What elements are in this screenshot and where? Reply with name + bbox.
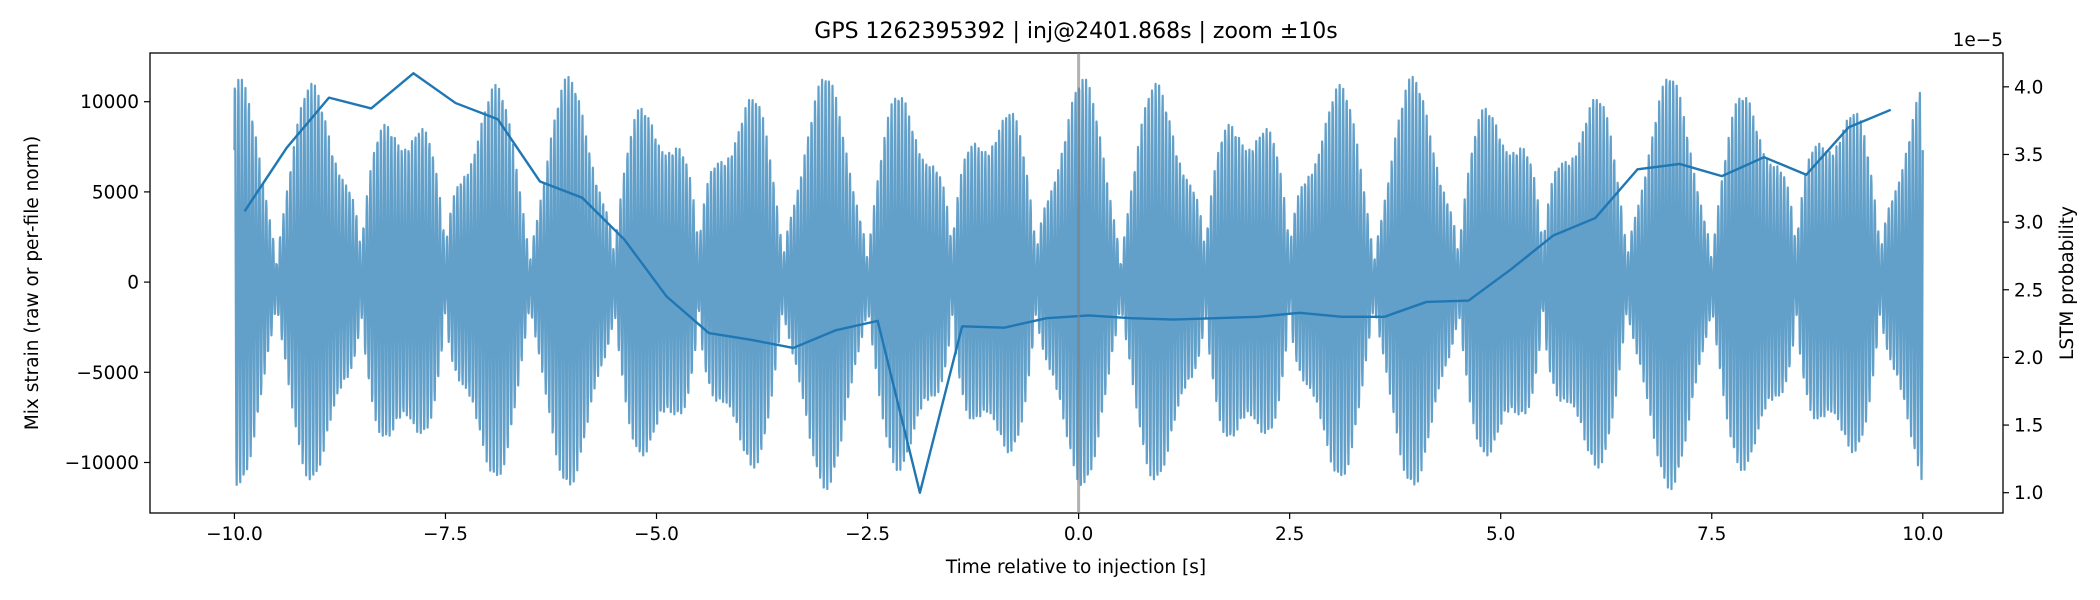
y-right-tick-label: 1.5	[2014, 416, 2043, 437]
plot-area-frame	[149, 52, 2004, 514]
y-left-tick-label: 0	[127, 273, 139, 294]
y-right-tick-label: 1.0	[2014, 483, 2043, 504]
y-right-tick-label: 2.5	[2014, 280, 2043, 301]
y-left-tick-label: 10000	[80, 92, 139, 113]
x-tick-label: −5.0	[634, 524, 679, 545]
axis-ticks: −10.0 −7.5 −5.0 −2.5 0.0 2.5 5.0 7.5 10.0 10000 50…	[65, 77, 2044, 545]
x-axis-label: Time relative to injection [s]	[945, 557, 1206, 578]
x-tick-label: 5.0	[1486, 524, 1515, 545]
y-axis-right-label: LSTM probability	[2057, 206, 2078, 360]
y-right-tick-label: 2.0	[2014, 348, 2043, 369]
y-left-tick-label: −5000	[76, 363, 139, 384]
y-axis-left-label: Mix strain (raw or per-file norm)	[22, 136, 43, 430]
lstm-series-group	[243, 72, 1892, 494]
lstm-probability-line	[243, 72, 1892, 494]
x-tick-label: 10.0	[1902, 524, 1943, 545]
y-right-tick-label: 3.0	[2014, 213, 2043, 234]
y-left-tick-label: −10000	[65, 453, 139, 474]
x-tick-label: 0.0	[1064, 524, 1093, 545]
chart-title: GPS 1262395392 | inj@2401.868s | zoom ±1…	[814, 19, 1337, 44]
x-tick-label: −2.5	[845, 524, 890, 545]
x-tick-label: −7.5	[423, 524, 468, 545]
x-tick-label: −10.0	[206, 524, 263, 545]
x-tick-label: 7.5	[1697, 524, 1726, 545]
y-left-tick-label: 5000	[92, 182, 139, 203]
y-right-tick-label: 3.5	[2014, 145, 2043, 166]
y-right-tick-label: 4.0	[2014, 77, 2043, 98]
x-tick-label: 2.5	[1275, 524, 1304, 545]
y-axis-right-offset: 1e−5	[1953, 30, 2003, 51]
